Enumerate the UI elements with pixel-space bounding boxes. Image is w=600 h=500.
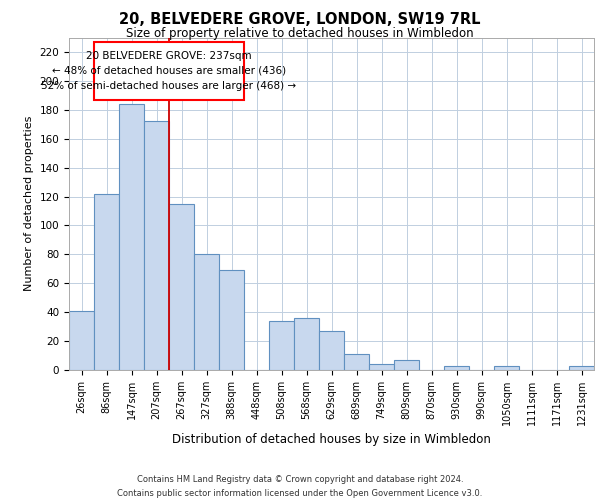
- Bar: [494, 366, 519, 370]
- Bar: [569, 366, 594, 370]
- Bar: [94, 194, 119, 370]
- Bar: [294, 318, 319, 370]
- Bar: [194, 254, 219, 370]
- Bar: [69, 310, 94, 370]
- Text: 20, BELVEDERE GROVE, LONDON, SW19 7RL: 20, BELVEDERE GROVE, LONDON, SW19 7RL: [119, 12, 481, 28]
- Text: Contains HM Land Registry data © Crown copyright and database right 2024.
Contai: Contains HM Land Registry data © Crown c…: [118, 476, 482, 498]
- X-axis label: Distribution of detached houses by size in Wimbledon: Distribution of detached houses by size …: [172, 434, 491, 446]
- Bar: [344, 354, 369, 370]
- Bar: [394, 360, 419, 370]
- Bar: [369, 364, 394, 370]
- FancyBboxPatch shape: [94, 42, 244, 100]
- Y-axis label: Number of detached properties: Number of detached properties: [24, 116, 34, 292]
- Bar: [319, 331, 344, 370]
- Bar: [444, 366, 469, 370]
- Bar: [269, 321, 294, 370]
- Text: Size of property relative to detached houses in Wimbledon: Size of property relative to detached ho…: [126, 28, 474, 40]
- Bar: [169, 204, 194, 370]
- Text: 20 BELVEDERE GROVE: 237sqm
← 48% of detached houses are smaller (436)
52% of sem: 20 BELVEDERE GROVE: 237sqm ← 48% of deta…: [41, 51, 296, 90]
- Bar: [144, 122, 169, 370]
- Bar: [119, 104, 144, 370]
- Bar: [219, 270, 244, 370]
